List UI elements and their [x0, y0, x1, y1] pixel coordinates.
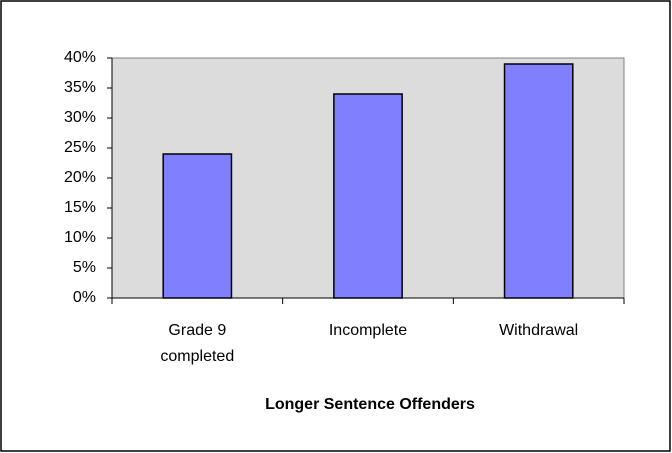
- y-tick-label: 10%: [64, 229, 96, 246]
- y-tick-label: 40%: [64, 49, 96, 66]
- axis-title: Longer Sentence Offenders: [265, 396, 475, 413]
- bar: [503, 63, 574, 299]
- y-tick-label: 35%: [64, 79, 96, 96]
- x-tick-label: Incomplete: [328, 322, 408, 339]
- bar: [333, 93, 403, 299]
- y-tick-label: 0%: [73, 289, 96, 306]
- y-tick-label: 15%: [64, 199, 96, 216]
- x-tick-label: Withdrawal: [499, 322, 579, 339]
- bar: [162, 153, 233, 299]
- x-tick-label: Grade 9 completed: [160, 322, 235, 365]
- y-tick-label: 30%: [64, 109, 96, 126]
- y-tick-label: 25%: [64, 139, 96, 156]
- y-tick-label: 20%: [64, 169, 96, 186]
- y-tick-label: 5%: [73, 259, 96, 276]
